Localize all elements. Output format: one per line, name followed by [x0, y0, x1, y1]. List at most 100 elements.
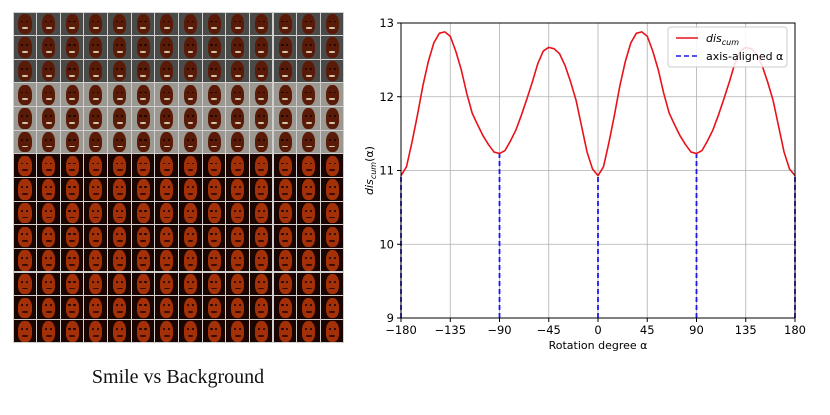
face-tile [297, 130, 320, 154]
face-tile [60, 225, 84, 248]
face-tile [249, 12, 273, 36]
face-tile [297, 59, 320, 83]
face-tile [155, 107, 178, 130]
face-tile [226, 225, 249, 248]
face-tile [297, 319, 320, 343]
face-tile [179, 107, 202, 130]
face-tile [131, 130, 155, 154]
face-tile [249, 272, 273, 296]
face-tile [320, 130, 344, 154]
face-tile [155, 296, 178, 319]
x-tick-label: 135 [735, 323, 757, 337]
face-tile [320, 107, 344, 130]
face-tile [60, 36, 84, 59]
dis-cum-line [400, 31, 796, 177]
face-tile [179, 272, 202, 296]
face-tile [131, 83, 155, 106]
face-tile [60, 83, 84, 106]
face-tile [131, 225, 155, 248]
face-tile [249, 154, 273, 177]
face-tile [179, 225, 202, 248]
face-tile [131, 319, 155, 343]
y-tick-label: 12 [379, 90, 394, 104]
face-tile [273, 178, 297, 201]
face-tile [249, 225, 273, 248]
face-tile [297, 107, 320, 130]
y-tick-label: 10 [379, 237, 394, 251]
face-tile [84, 248, 107, 272]
face-tile [202, 12, 226, 36]
face-tile [84, 154, 107, 177]
face-tile [37, 272, 60, 296]
face-tile [108, 83, 131, 106]
face-tile [60, 59, 84, 83]
face-tile [131, 59, 155, 83]
face-tile [273, 201, 297, 225]
face-tile [108, 225, 131, 248]
face-tile [226, 178, 249, 201]
face-tile [320, 201, 344, 225]
face-image-grid [13, 12, 344, 343]
legend-dis-main: dis [706, 32, 722, 45]
face-tile [13, 296, 37, 319]
face-tile [226, 83, 249, 106]
face-tile [84, 107, 107, 130]
face-tile [84, 225, 107, 248]
face-tile [273, 154, 297, 177]
face-tile [108, 59, 131, 83]
face-tile [226, 154, 249, 177]
face-tile [249, 296, 273, 319]
face-tile [249, 83, 273, 106]
face-tile [179, 201, 202, 225]
face-tile [273, 272, 297, 296]
face-tile [84, 59, 107, 83]
face-tile [202, 83, 226, 106]
face-tile [226, 248, 249, 272]
face-tile [37, 12, 60, 36]
face-tile [131, 178, 155, 201]
face-tile [297, 154, 320, 177]
face-tile [273, 12, 297, 36]
face-tile [131, 272, 155, 296]
y-axis-label-main: dis [363, 179, 376, 195]
face-tile [249, 248, 273, 272]
face-tile [37, 201, 60, 225]
face-tile [155, 130, 178, 154]
face-tile [202, 36, 226, 59]
face-tile [179, 296, 202, 319]
face-tile [131, 12, 155, 36]
chart-legend: discum axis-aligned α [667, 26, 788, 68]
face-tile [13, 178, 37, 201]
face-tile [108, 296, 131, 319]
face-tile [13, 36, 37, 59]
face-tile [108, 248, 131, 272]
face-tile [273, 83, 297, 106]
face-tile [179, 319, 202, 343]
face-tile [131, 248, 155, 272]
face-tile [273, 319, 297, 343]
face-tile [320, 12, 344, 36]
face-tile [155, 319, 178, 343]
face-tile [84, 83, 107, 106]
y-tick-label: 9 [387, 311, 394, 325]
face-tile [179, 130, 202, 154]
face-tile [249, 36, 273, 59]
face-tile [202, 225, 226, 248]
face-tile [273, 59, 297, 83]
face-tile [155, 36, 178, 59]
face-tile [108, 36, 131, 59]
face-tile [60, 12, 84, 36]
face-tile [60, 319, 84, 343]
face-tile [155, 248, 178, 272]
face-tile [297, 248, 320, 272]
face-tile [273, 107, 297, 130]
y-tick-label: 11 [379, 164, 394, 178]
face-tile [155, 59, 178, 83]
x-tick-label: −90 [487, 323, 511, 337]
face-tile [84, 130, 107, 154]
face-tile [249, 130, 273, 154]
face-tile [108, 201, 131, 225]
y-tick-label: 13 [379, 16, 394, 30]
x-tick-label: 45 [640, 323, 655, 337]
